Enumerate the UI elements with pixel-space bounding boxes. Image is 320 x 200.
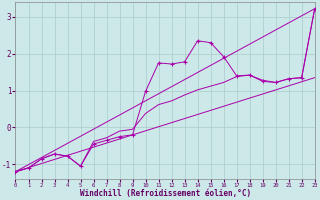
- X-axis label: Windchill (Refroidissement éolien,°C): Windchill (Refroidissement éolien,°C): [80, 189, 251, 198]
